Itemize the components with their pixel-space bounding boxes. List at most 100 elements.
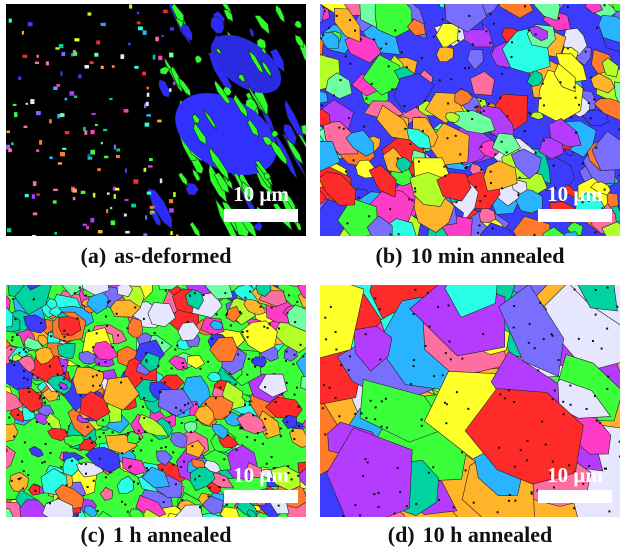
scale-line [538,490,612,503]
panel-label: (c) [80,522,104,547]
grain [267,327,269,329]
grain [439,79,441,81]
grain [7,228,11,232]
grain [240,312,242,314]
grain [35,62,39,64]
grain [121,501,123,503]
grain [65,98,68,101]
grain [157,365,159,367]
grain [185,422,198,433]
grain [330,306,332,308]
scale-bar: 10 μm [224,463,298,503]
grain [73,52,77,56]
grain [446,403,448,405]
grain [146,102,149,106]
grain [65,131,69,134]
grain [468,15,470,17]
grain [88,157,93,160]
grain [103,432,105,434]
grain [205,403,207,405]
grain [20,477,22,479]
grain [6,131,9,133]
grain [127,327,129,329]
grain [218,486,220,488]
grain [157,120,161,123]
grain [542,83,544,85]
grain [557,359,559,361]
grain [264,386,266,388]
grain [165,290,167,292]
grain [145,361,147,363]
grain [514,466,516,468]
grain [298,406,300,408]
grain [147,469,149,471]
grain [582,162,584,164]
grain [413,359,415,361]
grain [254,366,256,368]
grain [121,452,123,454]
grain [433,36,435,38]
grain [424,100,426,102]
grain [447,103,449,105]
grain [27,387,29,389]
grain [517,194,519,196]
panel-label: (a) [81,243,107,268]
grain [385,43,387,45]
grain [23,470,25,472]
grain [132,450,134,452]
grain [406,505,408,507]
grain [619,129,620,131]
grain [366,98,368,100]
grain [145,123,150,127]
grain [97,168,101,171]
grain [149,158,153,161]
grain [32,235,36,236]
grain [399,491,401,493]
grain [449,340,451,342]
grain [349,19,351,21]
grain [227,434,229,436]
grain [501,73,503,75]
grain [348,117,350,119]
grain [128,43,131,46]
grain [125,231,130,234]
grain [494,154,496,156]
grain [530,113,532,115]
grain [180,466,182,468]
grain [374,298,376,300]
grain [513,305,515,307]
grain [104,156,108,158]
grain [619,456,620,458]
grain [365,417,367,419]
grain [480,169,482,171]
grain [271,456,273,458]
grain [619,174,620,176]
grain [257,432,259,434]
grain [140,377,142,379]
grain [588,102,590,104]
grain [60,387,62,389]
grain [381,400,383,402]
grain [575,97,577,99]
grain [112,346,114,348]
grain [596,27,598,29]
grain [80,395,82,397]
grain [443,166,445,168]
grain [363,126,365,128]
grain [467,408,469,410]
grain [74,38,79,41]
grain [607,287,609,289]
grain [101,142,103,144]
grain [71,460,73,462]
grain [63,378,65,380]
grain [49,502,51,504]
grain [208,495,210,497]
grain [62,365,64,367]
grain [106,209,108,213]
grain [603,4,605,6]
grain [480,111,482,113]
grain [364,458,366,460]
grain [127,432,129,434]
grain [394,512,396,514]
grain [444,175,446,177]
